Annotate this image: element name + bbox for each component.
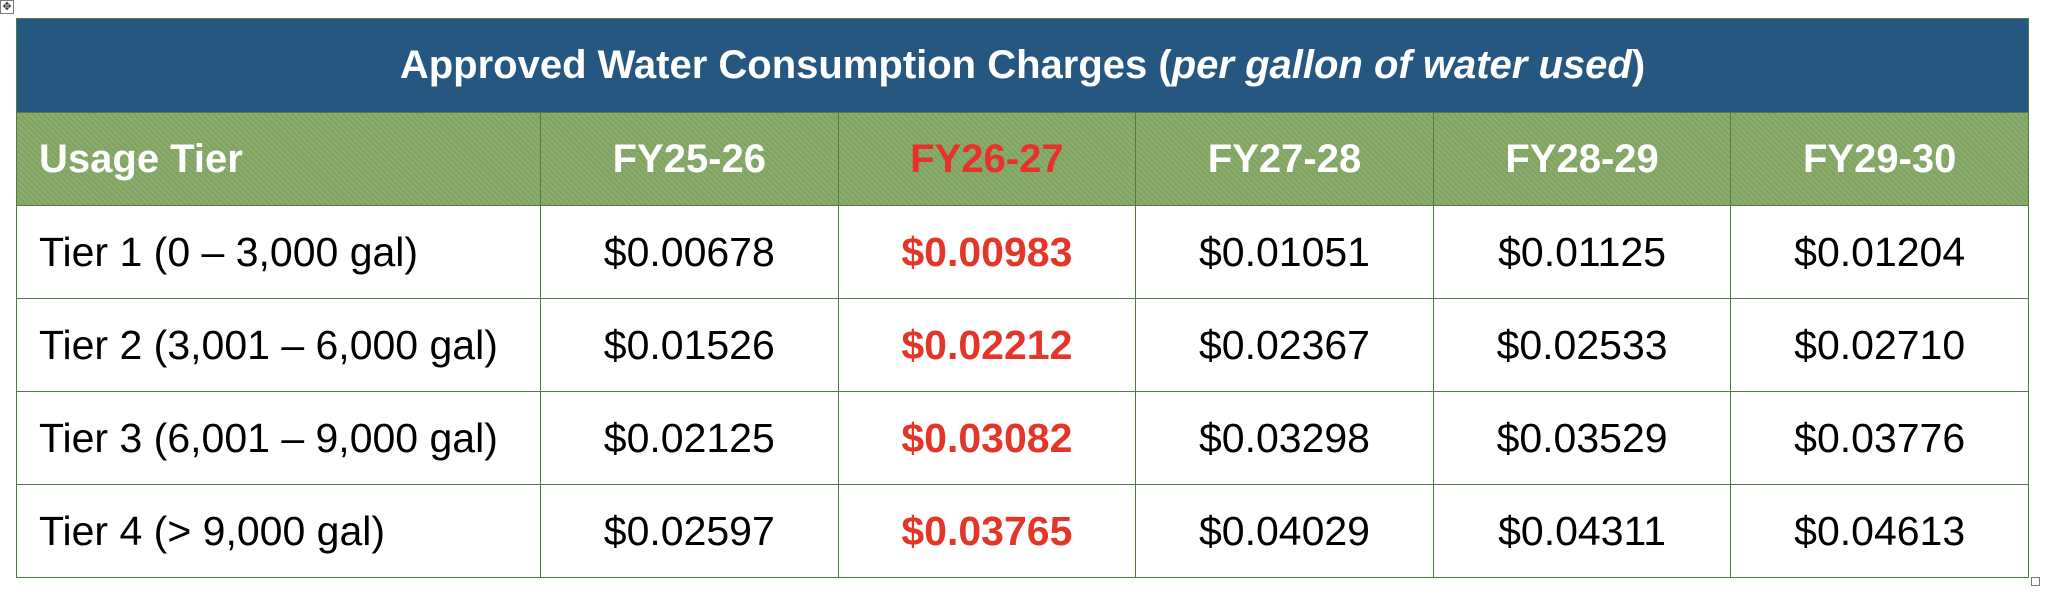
table-resize-handle[interactable] bbox=[2031, 577, 2040, 586]
rate-cell-highlighted: $0.03082 bbox=[837, 391, 1137, 485]
rate-cell: $0.02367 bbox=[1135, 298, 1434, 392]
table-title-main: Approved Water Consumption Charges ( bbox=[399, 43, 1172, 87]
rate-cell-highlighted: $0.03765 bbox=[837, 484, 1137, 578]
rate-cell: $0.03529 bbox=[1432, 391, 1732, 485]
rate-cell: $0.01204 bbox=[1730, 205, 2029, 299]
rate-cell: $0.03298 bbox=[1135, 391, 1434, 485]
rate-cell: $0.01526 bbox=[540, 298, 839, 392]
table-title: Approved Water Consumption Charges (per … bbox=[16, 18, 2029, 113]
table-row: Tier 4 (> 9,000 gal) $0.02597 $0.03765 $… bbox=[16, 484, 2029, 578]
rate-cell: $0.00678 bbox=[540, 205, 839, 299]
rate-cell: $0.04311 bbox=[1432, 484, 1732, 578]
table-title-row: Approved Water Consumption Charges (per … bbox=[16, 18, 2029, 113]
header-fy29-30: FY29-30 bbox=[1730, 112, 2029, 206]
header-fy26-27: FY26-27 bbox=[837, 112, 1137, 206]
tier-label: Tier 1 (0 – 3,000 gal) bbox=[16, 205, 541, 299]
table-row: Tier 1 (0 – 3,000 gal) $0.00678 $0.00983… bbox=[16, 205, 2029, 299]
rate-cell: $0.02533 bbox=[1432, 298, 1732, 392]
rate-cell: $0.01125 bbox=[1432, 205, 1732, 299]
rate-cell-highlighted: $0.00983 bbox=[837, 205, 1137, 299]
table-move-handle-icon[interactable]: ✥ bbox=[0, 0, 14, 14]
table-row: Tier 3 (6,001 – 9,000 gal) $0.02125 $0.0… bbox=[16, 391, 2029, 485]
header-usage-tier: Usage Tier bbox=[16, 112, 541, 206]
tier-label: Tier 2 (3,001 – 6,000 gal) bbox=[16, 298, 541, 392]
rate-cell: $0.03776 bbox=[1730, 391, 2029, 485]
tier-label: Tier 4 (> 9,000 gal) bbox=[16, 484, 541, 578]
rate-cell: $0.02125 bbox=[540, 391, 839, 485]
tier-label: Tier 3 (6,001 – 9,000 gal) bbox=[16, 391, 541, 485]
header-fy27-28: FY27-28 bbox=[1135, 112, 1434, 206]
rate-cell-highlighted: $0.02212 bbox=[837, 298, 1137, 392]
water-charges-table: Approved Water Consumption Charges (per … bbox=[16, 18, 2029, 578]
table-title-end: ) bbox=[1631, 43, 1646, 87]
rate-cell: $0.04613 bbox=[1730, 484, 2029, 578]
table-title-italic: per gallon of water used bbox=[1171, 43, 1632, 87]
table-row: Tier 2 (3,001 – 6,000 gal) $0.01526 $0.0… bbox=[16, 298, 2029, 392]
rate-cell: $0.01051 bbox=[1135, 205, 1434, 299]
rate-cell: $0.04029 bbox=[1135, 484, 1434, 578]
header-fy25-26: FY25-26 bbox=[540, 112, 839, 206]
header-fy28-29: FY28-29 bbox=[1432, 112, 1732, 206]
rate-cell: $0.02710 bbox=[1730, 298, 2029, 392]
table-header-row: Usage Tier FY25-26 FY26-27 FY27-28 FY28-… bbox=[16, 112, 2029, 206]
rate-cell: $0.02597 bbox=[540, 484, 839, 578]
